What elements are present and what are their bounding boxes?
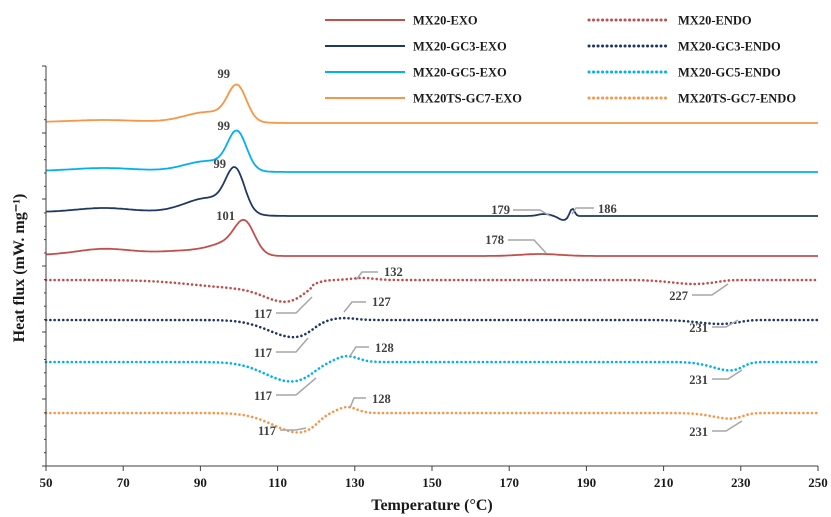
x-tick-label: 170 [499,475,519,490]
curves [44,83,820,434]
annotation-leader [712,420,743,432]
legend: MX20-EXO MX20-ENDO MX20-GC3-EXO MX20-GC3-EN… [325,14,796,106]
annotation-leader [692,283,729,296]
annotation-label: 186 [598,202,617,216]
annotation-leader [513,209,551,217]
y-axis-title: Heat flux (mW. mg⁻¹) [11,194,28,343]
annotation-leader [712,319,739,328]
x-tick-label: 250 [808,475,828,490]
annotation-label: 117 [254,346,272,360]
series-mx20ts-gc7-exo-line [45,83,818,124]
annotations: 99 99 99 101 179 186 178 132 117 227 127 117 231 128 1… [214,67,743,439]
series-mx20-gc3-exo-line [45,166,818,221]
x-tick-label: 130 [345,475,365,490]
axes [42,65,818,467]
annotation-label: 128 [375,341,394,355]
x-tick-label: 190 [577,475,597,490]
annotation-label: 117 [258,424,276,438]
series-mx20-endo-line [44,276,820,304]
annotation-label: 227 [669,289,688,303]
legend-label: MX20TS-GC7-ENDO [678,92,796,106]
x-tick-label: 210 [654,475,674,490]
series-mx20-gc3-endo-line [44,316,820,339]
annotation-label: 99 [214,157,227,171]
annotation-leader [355,271,378,281]
annotation-label: 117 [254,389,272,403]
annotation-leader [343,301,366,313]
annotation-label: 231 [689,373,708,387]
annotation-label: 132 [384,265,403,279]
annotation-leader [349,397,366,409]
series-mx20-exo-line [45,218,818,257]
annotation-leader [712,369,743,380]
annotation-label: 99 [218,67,231,81]
x-tick-label: 230 [731,475,751,490]
annotation-leader [276,296,313,314]
x-axis-title: Temperature (°C) [371,497,492,514]
annotation-leader [571,207,594,215]
x-tick-label: 70 [117,475,130,490]
annotation-leader [276,377,317,396]
series-mx20-gc5-exo-line [45,129,818,173]
legend-label: MX20-EXO [413,14,478,28]
legend-label: MX20TS-GC7-EXO [413,92,522,106]
annotation-leader [349,346,369,357]
annotation-label: 117 [254,307,272,321]
series-mx20ts-gc7-endo-line [44,405,820,434]
annotation-leader [276,337,309,353]
x-tick-label: 150 [422,475,442,490]
legend-label: MX20-GC3-ENDO [678,40,781,54]
annotation-label: 127 [372,295,391,309]
series-mx20-gc5-endo-line [44,354,820,383]
annotation-label: 128 [372,392,391,406]
annotation-label: 231 [689,425,708,439]
x-tick-label: 90 [194,475,207,490]
legend-label: MX20-ENDO [678,14,752,28]
x-tick-label: 50 [40,475,53,490]
legend-label: MX20-GC3-EXO [413,40,507,54]
legend-label: MX20-GC5-EXO [413,66,507,80]
annotation-label: 178 [485,233,504,247]
annotation-leader [508,239,547,254]
legend-label: MX20-GC5-ENDO [678,66,781,80]
annotation-label: 179 [491,203,510,217]
x-ticks: 50 70 90 110 130 150 170 190 210 230 250 [40,466,828,490]
annotation-label: 101 [216,209,235,223]
annotation-leader [280,427,307,431]
annotation-label: 231 [689,321,708,335]
x-tick-label: 110 [268,475,287,490]
annotation-label: 99 [218,119,231,133]
